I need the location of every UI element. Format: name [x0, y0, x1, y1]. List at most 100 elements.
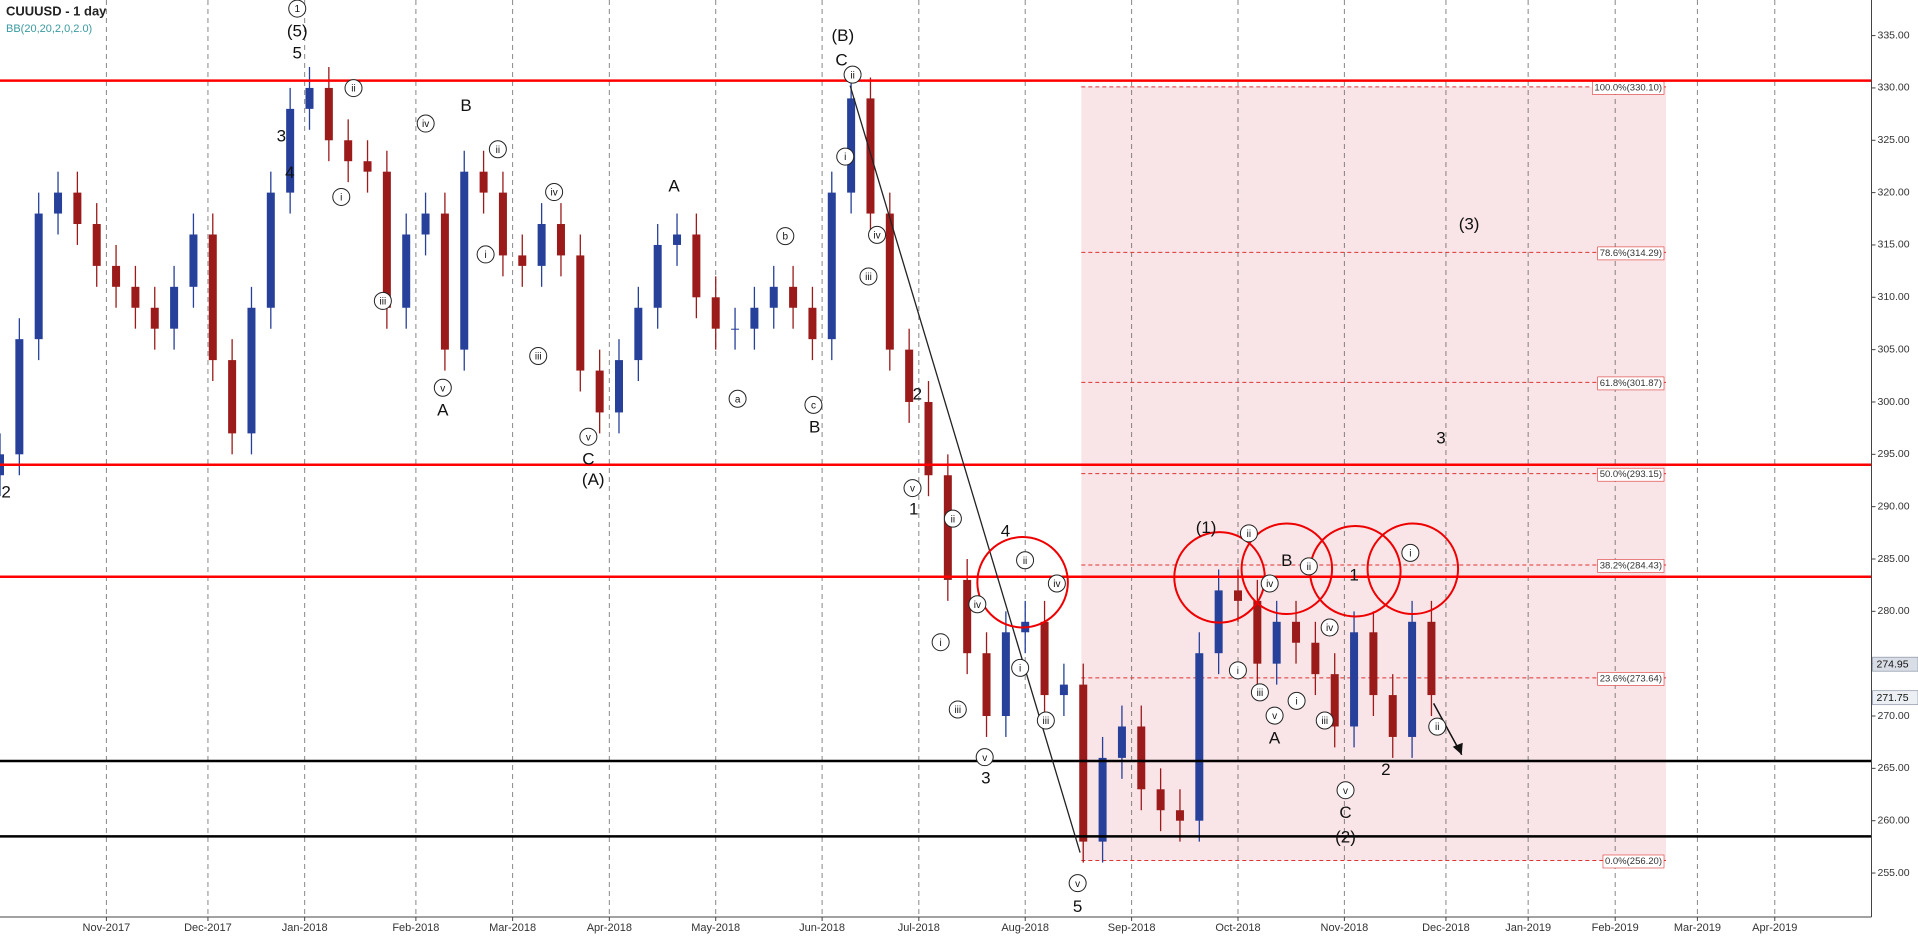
candle-body [1117, 726, 1126, 758]
candle-body [1001, 632, 1010, 717]
candle-body [131, 286, 140, 308]
y-tick-label: 330.00 [1878, 82, 1910, 94]
trendline [849, 85, 1081, 853]
wave-label: 2 [1, 482, 10, 501]
wave-label: 1 [909, 500, 918, 519]
subwave-circle [1047, 574, 1066, 593]
candle-body [653, 244, 662, 308]
candle-body [1330, 674, 1339, 727]
axis-bg [1871, 0, 1918, 938]
subwave-label: i [1019, 664, 1021, 675]
candle-body [1408, 621, 1417, 737]
subwave-circle [545, 183, 564, 202]
candle-body [189, 234, 198, 287]
subwave-circle [948, 700, 967, 719]
fib-label: 61.8%(301.87) [1600, 378, 1662, 389]
candle-body [15, 339, 24, 455]
subwave-circle [804, 395, 823, 414]
x-tick-label: Jul-2018 [898, 922, 940, 934]
subwave-label: i [484, 250, 486, 261]
fib-label-bg [1597, 467, 1665, 482]
subwave-label: ii [351, 84, 355, 95]
candle-body [808, 307, 817, 340]
wave-label: 3 [1436, 429, 1445, 448]
wave-label: 5 [1073, 897, 1082, 916]
candle-body [769, 286, 778, 308]
candle-body [150, 307, 159, 329]
x-tick-label: Aug-2018 [1001, 922, 1049, 934]
subwave-circle [903, 479, 922, 498]
subwave-circle [1250, 683, 1269, 702]
subwave-label: ii [951, 514, 955, 525]
wave-label: (B) [831, 26, 854, 45]
subwave-circle [416, 114, 435, 133]
candle-body [905, 349, 914, 402]
wave-label: A [437, 400, 449, 419]
candle-body [1427, 621, 1436, 696]
fib-label: 50.0%(293.15) [1600, 469, 1662, 480]
wave-label: A [668, 177, 680, 196]
fib-label: 38.2%(284.43) [1600, 560, 1662, 571]
x-tick-label: Mar-2018 [489, 922, 536, 934]
candle-body [518, 255, 527, 266]
subwave-label: iv [1266, 579, 1273, 590]
y-tick-label: 260.00 [1878, 814, 1910, 826]
candle-body [595, 370, 604, 413]
subwave-circle [776, 227, 795, 246]
x-tick-label: Jun-2018 [799, 922, 845, 934]
candle-body [634, 307, 643, 361]
subwave-label: ii [1023, 556, 1027, 567]
candle-body [112, 265, 121, 287]
wave-label: C [835, 51, 847, 70]
price-marker [1872, 690, 1918, 706]
subwave-circle [579, 427, 598, 446]
candle-body [324, 87, 333, 141]
subwave-circle [931, 633, 950, 652]
fib-label: 0.0%(256.20) [1605, 856, 1662, 867]
fib-zone [1081, 86, 1667, 861]
candle-body [537, 224, 546, 266]
subwave-circle [1228, 661, 1247, 680]
x-tick-label: Feb-2018 [392, 922, 439, 934]
candle-body [247, 307, 256, 434]
subwave-circle [1315, 711, 1334, 730]
y-tick-label: 255.00 [1878, 867, 1910, 879]
subwave-circle [1260, 574, 1279, 593]
y-tick-label: 310.00 [1878, 291, 1910, 303]
highlight-circle [1240, 522, 1334, 616]
candle-body [54, 192, 63, 214]
subwave-circle [943, 509, 962, 528]
subwave-circle [1401, 543, 1420, 562]
candle-body [421, 213, 430, 235]
candle-body [382, 171, 391, 308]
candle-body [1059, 684, 1068, 696]
wave-label: 4 [285, 163, 294, 182]
subwave-label: iii [1257, 688, 1264, 699]
candle-body [228, 360, 237, 434]
candle-body [1253, 600, 1262, 664]
wave-label: B [809, 418, 820, 437]
candle-body [1350, 632, 1359, 727]
subwave-circle [868, 225, 887, 244]
y-tick-label: 265.00 [1878, 762, 1910, 774]
y-tick-label: 325.00 [1878, 134, 1910, 146]
x-tick-label: Nov-2018 [1321, 922, 1369, 934]
fib-label-bg [1597, 246, 1665, 261]
candle-body [479, 171, 488, 193]
candle-body [943, 475, 952, 580]
subwave-circle [1287, 691, 1306, 710]
x-tick-label: Apr-2018 [587, 922, 632, 934]
wave-label: B [1281, 551, 1292, 570]
candle-body [1156, 789, 1165, 811]
candle-body [1040, 621, 1049, 696]
y-tick-label: 280.00 [1878, 605, 1910, 617]
subwave-label: v [586, 432, 591, 443]
subwave-label: iii [380, 297, 387, 308]
candle-body [614, 360, 623, 413]
fib-label-bg [1597, 672, 1665, 686]
y-tick-label: 305.00 [1878, 343, 1910, 355]
subwave-label: ii [850, 70, 854, 81]
subwave-label: ii [1435, 722, 1439, 733]
candle-body [885, 213, 894, 350]
